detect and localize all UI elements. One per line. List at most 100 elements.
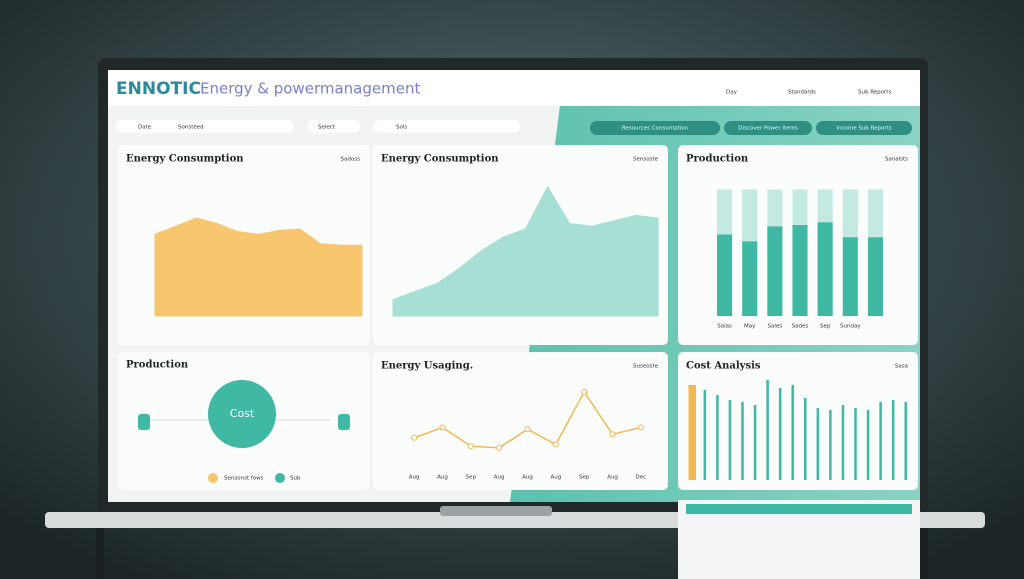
bar [703, 390, 707, 480]
menu-item[interactable]: Sub Reports [858, 90, 891, 96]
x-tick-label: Sep [466, 475, 477, 481]
x-tick-label: Aug [494, 475, 505, 481]
panel-control: Sensoste [633, 157, 659, 163]
button-label[interactable]: Resources Consumption [622, 126, 689, 132]
panel-title: Cost Analysis [686, 361, 761, 372]
bar-segment [867, 237, 883, 316]
bar-segment [742, 241, 758, 316]
legend-label: Sub [290, 476, 301, 482]
bar [841, 405, 845, 480]
point [411, 434, 418, 441]
bar [816, 408, 820, 480]
panel-title: Production [686, 154, 749, 165]
panel-control: Sadoss [341, 157, 361, 163]
x-tick-label: Sales [768, 324, 783, 330]
area [154, 217, 363, 317]
icon [138, 414, 150, 430]
bar-segment [767, 226, 783, 316]
x-tick-label: Aug [550, 475, 561, 481]
x-tick-label: Sep [820, 324, 831, 330]
menu-item[interactable]: Standards [788, 90, 816, 96]
x-tick-label: Salas [717, 324, 732, 330]
point [637, 424, 644, 431]
bar [716, 395, 719, 480]
bar-segment [867, 189, 883, 238]
area [392, 185, 659, 317]
bar [804, 398, 807, 480]
x-tick-label: Aug [437, 475, 448, 481]
bar-segment [842, 237, 858, 316]
bar-segment [842, 189, 858, 238]
panel-control: Suseoste [633, 364, 659, 370]
app-title: Energy & powermanagement [200, 80, 420, 98]
panel [678, 352, 918, 490]
x-tick-label: May [744, 324, 756, 330]
bar [766, 380, 769, 480]
icon [338, 414, 350, 430]
bar-segment [792, 189, 808, 225]
bar [879, 402, 882, 480]
legend-label: Sensonst fows [224, 476, 264, 482]
bar [854, 408, 857, 480]
x-tick-label: Sades [792, 324, 809, 330]
point [552, 441, 559, 448]
filter[interactable] [374, 120, 520, 133]
bar-segment [767, 189, 783, 227]
x-tick-label: Aug [607, 475, 618, 481]
x-tick-label: Aug [522, 475, 533, 481]
point [609, 431, 616, 438]
bar [791, 385, 794, 480]
donut-label: Cost [230, 407, 255, 420]
filter-label: Date [138, 125, 152, 131]
bar-segment [817, 222, 833, 316]
bar [904, 402, 907, 480]
filter[interactable] [308, 120, 360, 133]
header-bar [108, 70, 920, 106]
filter-label: Sonsteed [178, 125, 204, 131]
bar [728, 400, 732, 480]
point [467, 443, 474, 450]
point [496, 444, 503, 451]
bar [866, 410, 870, 480]
button-label[interactable]: Discover Power Items [738, 126, 798, 132]
x-tick-label: Sunday [840, 324, 861, 330]
donut [208, 380, 276, 448]
x-tick-label: Aug [409, 475, 420, 481]
legend-swatch [208, 473, 218, 483]
panel-title: Energy Consumption [126, 154, 244, 165]
desk-leg [96, 528, 104, 579]
bar [741, 402, 744, 480]
point [439, 424, 446, 431]
bar [891, 400, 895, 480]
button-label[interactable]: Income Sub Reports [836, 126, 891, 132]
panel-title: Production [126, 360, 189, 371]
bar-segment [742, 189, 758, 242]
menu-item[interactable]: Day [726, 90, 738, 96]
button[interactable] [816, 121, 912, 135]
x-tick-label: Sep [579, 475, 590, 481]
bar [829, 410, 832, 480]
panel-control: Sanalsts [885, 157, 908, 163]
bar-segment [717, 234, 733, 316]
button[interactable] [590, 121, 720, 135]
panel-control: Sasa [895, 364, 908, 370]
bar-segment [792, 224, 808, 316]
stand [440, 506, 552, 516]
logo: ENNOTIC [116, 79, 201, 99]
bar [778, 388, 782, 480]
panel-title: Energy Usaging. [381, 361, 473, 372]
desk-leg [920, 528, 928, 579]
bar [688, 385, 697, 480]
button[interactable] [724, 121, 812, 135]
filter-label: Sols [396, 125, 407, 131]
legend-swatch [275, 473, 285, 483]
panel-strip [686, 504, 912, 514]
filter[interactable] [116, 120, 294, 133]
panel [373, 352, 668, 490]
point [524, 426, 531, 433]
x-tick-label: Dec [636, 475, 647, 481]
panel-title: Energy Consumption [381, 154, 499, 165]
bar-segment [817, 189, 833, 223]
